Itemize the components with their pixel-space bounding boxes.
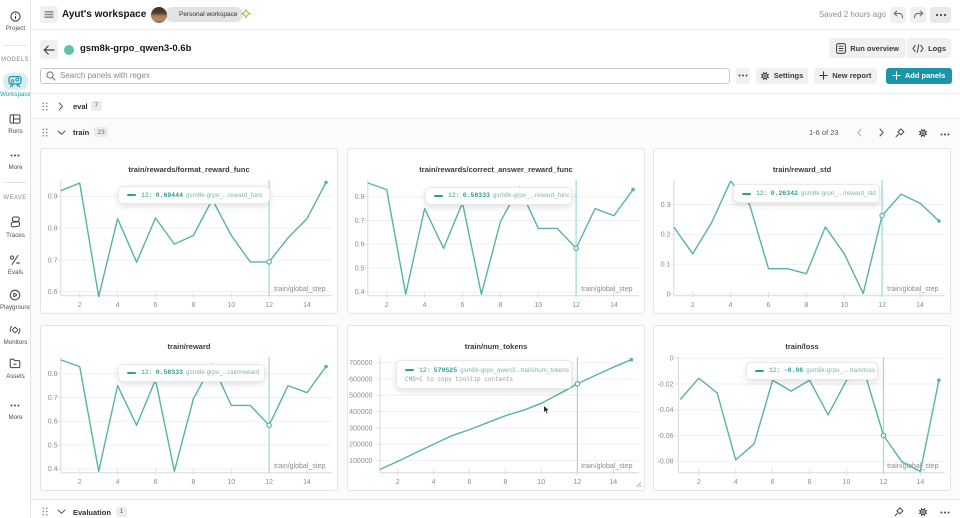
svg-text:200000: 200000 xyxy=(349,442,372,449)
svg-text:500000: 500000 xyxy=(349,393,372,400)
svg-text:10: 10 xyxy=(534,302,542,309)
svg-text:-0.08: -0.08 xyxy=(658,459,674,466)
svg-text:2: 2 xyxy=(385,302,389,309)
svg-text:14: 14 xyxy=(917,479,925,486)
svg-text:14: 14 xyxy=(610,302,618,309)
svg-text:600000: 600000 xyxy=(349,376,372,383)
svg-text:0.4: 0.4 xyxy=(355,289,365,296)
svg-text:4: 4 xyxy=(734,479,738,486)
svg-text:train/global_step: train/global_step xyxy=(274,286,325,293)
svg-text:10: 10 xyxy=(538,479,546,486)
svg-text:300000: 300000 xyxy=(349,425,372,432)
svg-text:12: 12 xyxy=(265,302,273,309)
svg-text:0.8: 0.8 xyxy=(48,226,58,233)
svg-text:2: 2 xyxy=(697,479,701,486)
svg-text:6: 6 xyxy=(461,302,465,309)
svg-text:0.8: 0.8 xyxy=(48,371,58,378)
svg-text:8: 8 xyxy=(808,479,812,486)
svg-text:400000: 400000 xyxy=(349,409,372,416)
svg-text:-0.02: -0.02 xyxy=(658,381,674,388)
svg-text:8: 8 xyxy=(498,302,502,309)
svg-text:12: 12 xyxy=(878,302,886,309)
svg-text:10: 10 xyxy=(843,479,851,486)
svg-text:10: 10 xyxy=(840,302,848,309)
svg-text:4: 4 xyxy=(116,479,120,486)
svg-text:2: 2 xyxy=(691,302,695,309)
svg-text:6: 6 xyxy=(468,479,472,486)
svg-text:train/global_step: train/global_step xyxy=(581,286,632,293)
svg-text:14: 14 xyxy=(609,479,617,486)
svg-text:4: 4 xyxy=(423,302,427,309)
svg-text:12: 12 xyxy=(265,479,273,486)
svg-text:8: 8 xyxy=(804,302,808,309)
svg-text:2: 2 xyxy=(396,479,400,486)
svg-text:6: 6 xyxy=(154,302,158,309)
svg-text:-0.04: -0.04 xyxy=(658,407,674,414)
svg-text:0.6: 0.6 xyxy=(48,419,58,426)
svg-text:6: 6 xyxy=(767,302,771,309)
svg-text:2: 2 xyxy=(78,479,82,486)
svg-text:0.3: 0.3 xyxy=(661,202,671,209)
svg-text:0.6: 0.6 xyxy=(48,289,58,296)
svg-text:0.4: 0.4 xyxy=(48,466,58,473)
svg-text:14: 14 xyxy=(303,479,311,486)
svg-text:8: 8 xyxy=(504,479,508,486)
svg-text:0.2: 0.2 xyxy=(661,232,671,239)
svg-text:8: 8 xyxy=(191,302,195,309)
svg-text:0.9: 0.9 xyxy=(48,194,58,201)
svg-text:6: 6 xyxy=(771,479,775,486)
svg-text:100000: 100000 xyxy=(349,458,372,465)
svg-text:6: 6 xyxy=(154,479,158,486)
svg-text:12: 12 xyxy=(880,479,888,486)
svg-text:0.7: 0.7 xyxy=(48,257,58,264)
svg-text:train/global_step: train/global_step xyxy=(887,286,938,293)
svg-text:0.6: 0.6 xyxy=(355,242,365,249)
svg-text:14: 14 xyxy=(303,302,311,309)
svg-text:12: 12 xyxy=(574,479,582,486)
svg-text:10: 10 xyxy=(227,479,235,486)
svg-text:700000: 700000 xyxy=(349,360,372,367)
svg-text:0.5: 0.5 xyxy=(355,265,365,272)
svg-text:4: 4 xyxy=(729,302,733,309)
svg-text:train/global_step: train/global_step xyxy=(274,463,325,470)
svg-text:12: 12 xyxy=(572,302,580,309)
svg-text:2: 2 xyxy=(78,302,82,309)
svg-text:4: 4 xyxy=(432,479,436,486)
svg-text:0: 0 xyxy=(667,291,671,298)
svg-text:4: 4 xyxy=(116,302,120,309)
svg-text:8: 8 xyxy=(191,479,195,486)
svg-text:train/global_step: train/global_step xyxy=(887,463,938,470)
svg-text:14: 14 xyxy=(916,302,924,309)
svg-text:0.7: 0.7 xyxy=(355,218,365,225)
svg-text:10: 10 xyxy=(227,302,235,309)
svg-text:train/global_step: train/global_step xyxy=(581,463,632,470)
svg-text:0.1: 0.1 xyxy=(661,262,671,269)
svg-text:0.8: 0.8 xyxy=(355,194,365,201)
svg-text:0.7: 0.7 xyxy=(48,395,58,402)
svg-text:0.5: 0.5 xyxy=(48,442,58,449)
svg-text:0: 0 xyxy=(670,356,674,363)
svg-text:-0.06: -0.06 xyxy=(658,433,674,440)
